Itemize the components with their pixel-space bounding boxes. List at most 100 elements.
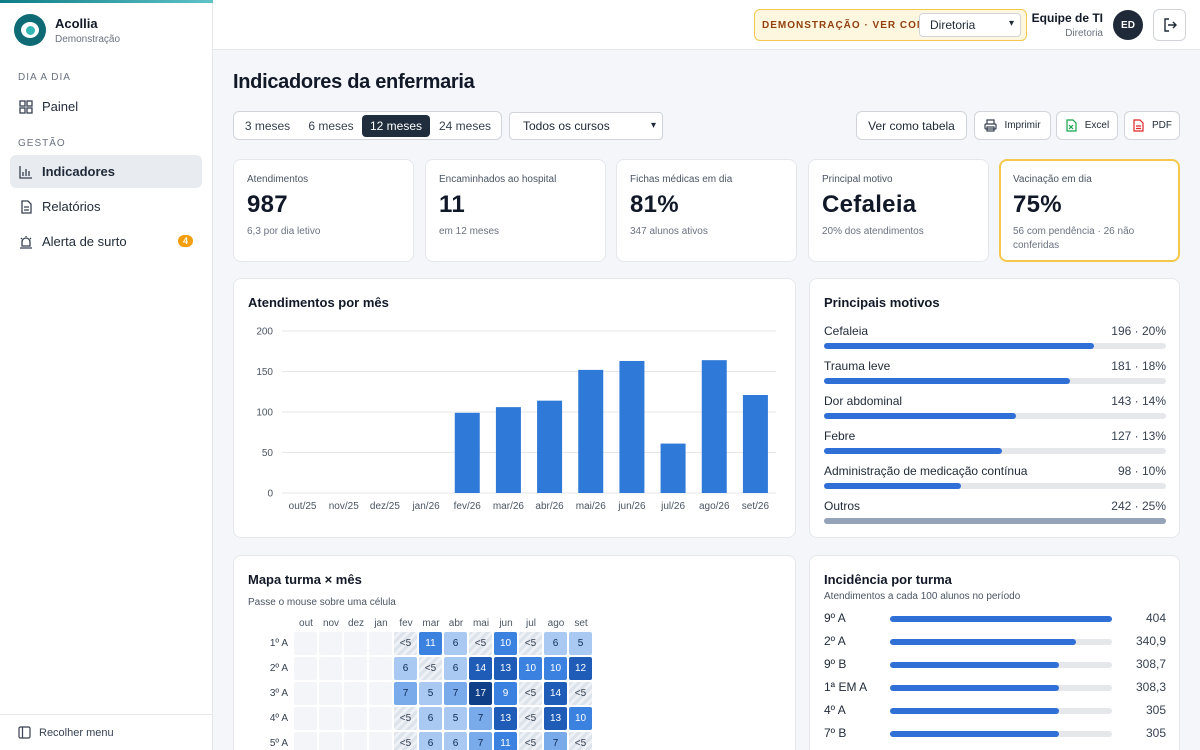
heatmap-cell[interactable]: 10	[519, 657, 542, 680]
chart-x-tick-label: set/26	[742, 501, 770, 512]
sidebar-item-relatorios[interactable]: Relatórios	[10, 190, 202, 223]
heatmap-cell[interactable]: 7	[469, 707, 492, 730]
heatmap-cell[interactable]: <5	[569, 682, 592, 705]
heatmap-cell[interactable]	[319, 632, 342, 655]
heatmap-cell[interactable]	[344, 707, 367, 730]
kpi-vacinacao[interactable]: Vacinação em dia 75% 56 com pendência · …	[999, 159, 1180, 262]
heatmap-cell[interactable]: 9	[494, 682, 517, 705]
chart-x-tick-label: jul/26	[660, 501, 685, 512]
heatmap-cell[interactable]	[369, 707, 392, 730]
reason-row: Administração de medicação contínua 98 · …	[824, 464, 1166, 489]
heatmap-cell[interactable]: 17	[469, 682, 492, 705]
heatmap-cell[interactable]: 5	[569, 632, 592, 655]
heatmap-cell[interactable]: 6	[419, 732, 442, 750]
reason-row: Febre 127 · 13%	[824, 429, 1166, 454]
heatmap-cell[interactable]: <5	[519, 707, 542, 730]
excel-button[interactable]: Excel	[1056, 111, 1118, 140]
heatmap-cell[interactable]	[294, 707, 317, 730]
course-select[interactable]: Todos os cursos ▾	[509, 112, 663, 140]
period-24-meses-button[interactable]: 24 meses	[438, 119, 492, 133]
heatmap-cell[interactable]: 11	[419, 632, 442, 655]
heatmap-cell[interactable]: 6	[419, 707, 442, 730]
heatmap-cell[interactable]	[319, 657, 342, 680]
heatmap-cell[interactable]: <5	[519, 732, 542, 750]
period-3-meses-button[interactable]: 3 meses	[244, 119, 291, 133]
heatmap-cell[interactable]: 6	[544, 632, 567, 655]
heatmap-cell[interactable]: 6	[394, 657, 417, 680]
heatmap-cell[interactable]: 7	[394, 682, 417, 705]
heatmap-cell[interactable]: <5	[519, 632, 542, 655]
period-12-meses-button[interactable]: 12 meses	[362, 115, 430, 137]
heatmap-cell[interactable]: 10	[544, 657, 567, 680]
heatmap-cell[interactable]: <5	[394, 732, 417, 750]
heatmap-cell[interactable]: 7	[469, 732, 492, 750]
heatmap-cell[interactable]	[294, 682, 317, 705]
kpi-label: Vacinação em dia	[1013, 174, 1092, 185]
sidebar-item-indicadores[interactable]: Indicadores	[10, 155, 202, 188]
heatmap-cell[interactable]	[344, 657, 367, 680]
heatmap-cell[interactable]: 13	[494, 657, 517, 680]
reason-label: Outros	[824, 499, 861, 513]
chart-x-tick-label: out/25	[289, 501, 317, 512]
logout-icon	[1163, 18, 1177, 32]
pdf-button[interactable]: PDF	[1124, 111, 1180, 140]
heatmap-cell[interactable]: 10	[494, 632, 517, 655]
heatmap-title: Mapa turma × mês	[248, 572, 362, 587]
heatmap-cell[interactable]: 5	[444, 707, 467, 730]
heatmap-cell[interactable]	[369, 632, 392, 655]
logout-button[interactable]	[1153, 9, 1186, 41]
reason-bar	[824, 448, 1002, 454]
view-as-select[interactable]: Diretoria ▾	[919, 13, 1021, 37]
heatmap-cell[interactable]: 10	[569, 707, 592, 730]
chart-x-tick-label: mar/26	[493, 501, 525, 512]
sidebar-item-painel[interactable]: Painel	[10, 90, 202, 123]
heatmap-cell[interactable]	[294, 657, 317, 680]
heatmap-cell[interactable]	[369, 657, 392, 680]
pdf-label: PDF	[1152, 120, 1172, 131]
heatmap-cell[interactable]: <5	[394, 707, 417, 730]
heatmap-cell[interactable]	[369, 682, 392, 705]
heatmap-cell[interactable]: 13	[494, 707, 517, 730]
heatmap-cell[interactable]: 6	[444, 657, 467, 680]
view-as-table-button[interactable]: Ver como tabela	[856, 111, 967, 140]
heatmap-cell[interactable]	[319, 682, 342, 705]
heatmap-cell[interactable]	[294, 632, 317, 655]
heatmap-cell[interactable]: 12	[569, 657, 592, 680]
heatmap-cell[interactable]: 6	[444, 632, 467, 655]
incidence-row: 9º B 308,7	[824, 657, 1166, 671]
reason-bar-track	[824, 343, 1166, 349]
heatmap-cell[interactable]	[344, 732, 367, 750]
chart-bar	[495, 407, 521, 493]
heatmap-cell[interactable]: 6	[444, 732, 467, 750]
heatmap-cell[interactable]: 14	[469, 657, 492, 680]
heatmap-cell[interactable]: <5	[469, 632, 492, 655]
heatmap-cell[interactable]: 5	[419, 682, 442, 705]
avatar[interactable]: ED	[1113, 10, 1143, 40]
collapse-menu-button[interactable]: Recolher menu	[0, 714, 213, 750]
heatmap-cell[interactable]: 11	[494, 732, 517, 750]
reason-row: Outros 242 · 25%	[824, 499, 1166, 524]
reason-value: 98 · 10%	[1117, 464, 1166, 478]
brand[interactable]: Acollia Demonstração	[14, 14, 120, 46]
heatmap-cell[interactable]: <5	[394, 632, 417, 655]
period-6-meses-button[interactable]: 6 meses	[308, 119, 354, 133]
heatmap-cell[interactable]	[319, 732, 342, 750]
sidebar-item-alerta-de-surto[interactable]: Alerta de surto 4	[10, 225, 202, 258]
heatmap-cell[interactable]: <5	[419, 657, 442, 680]
heatmap-cell[interactable]: 7	[444, 682, 467, 705]
heatmap-cell[interactable]	[319, 707, 342, 730]
heatmap-cell[interactable]: <5	[519, 682, 542, 705]
chart-bar	[454, 412, 480, 493]
heatmap-cell[interactable]	[344, 682, 367, 705]
heatmap-cell[interactable]	[344, 632, 367, 655]
heatmap-cell[interactable]: 7	[544, 732, 567, 750]
heatmap-cell[interactable]: <5	[569, 732, 592, 750]
print-button[interactable]: Imprimir	[974, 111, 1051, 140]
heatmap-cell[interactable]	[369, 732, 392, 750]
kpi-sub: 56 com pendência · 26 não conferidas	[1013, 226, 1135, 251]
chart-x-tick-label: mai/26	[576, 501, 606, 512]
excel-label: Excel	[1084, 120, 1110, 131]
heatmap-cell[interactable]: 14	[544, 682, 567, 705]
heatmap-cell[interactable]	[294, 732, 317, 750]
heatmap-cell[interactable]: 13	[544, 707, 567, 730]
